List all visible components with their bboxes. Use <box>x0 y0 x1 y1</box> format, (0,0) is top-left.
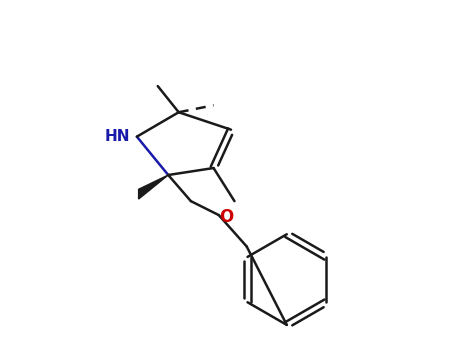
Text: O: O <box>219 208 233 226</box>
Polygon shape <box>139 175 168 199</box>
Text: HN: HN <box>105 129 131 144</box>
